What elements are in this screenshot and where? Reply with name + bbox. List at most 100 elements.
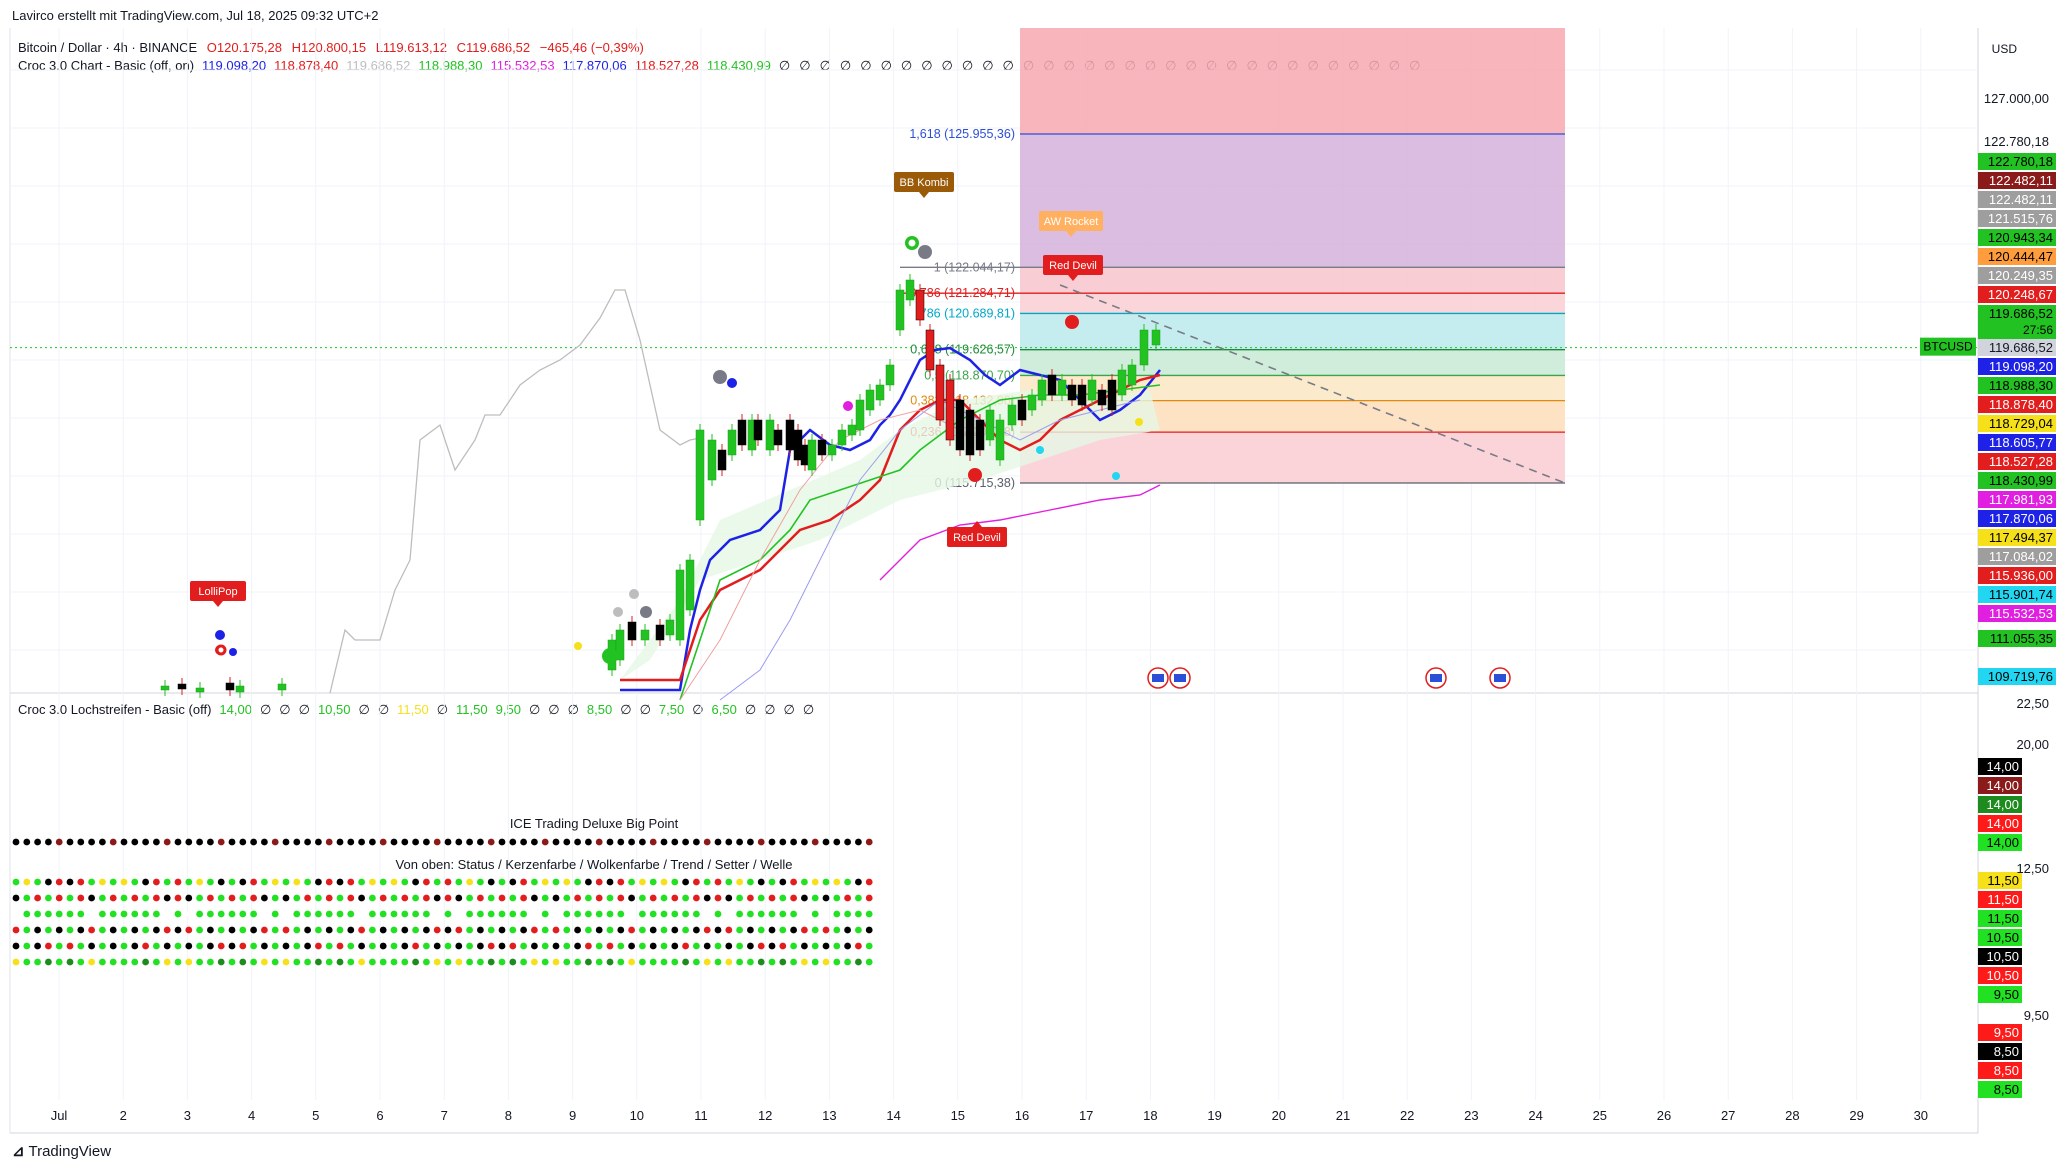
strip-dot xyxy=(703,942,711,950)
strip-dot xyxy=(520,910,527,918)
strip-dot xyxy=(153,926,160,934)
time-axis-tick: 11 xyxy=(694,1108,708,1123)
strip-dot xyxy=(34,878,41,886)
strip-dot xyxy=(822,910,830,918)
strip-dot xyxy=(477,910,484,918)
currency-label[interactable]: USD xyxy=(1991,42,2017,56)
strip-dot xyxy=(99,878,106,886)
strip-dot xyxy=(55,910,63,918)
strip-dot xyxy=(801,910,808,918)
strip-dot xyxy=(768,878,776,886)
strip-dot xyxy=(282,894,290,902)
strip-dot xyxy=(757,878,765,886)
candle xyxy=(753,419,763,441)
strip-dot xyxy=(174,894,182,902)
signal-dot xyxy=(1112,472,1120,480)
fib-level-label: 0,786 (121.284,71) xyxy=(909,286,1015,300)
strip-dot xyxy=(239,878,247,886)
strip-dot xyxy=(55,958,63,966)
strip-dot xyxy=(855,838,862,846)
strip-dot xyxy=(563,958,571,966)
price-scale-box: 118.527,28 xyxy=(1978,453,2056,470)
lower-scale-box: 10,50 xyxy=(1978,967,2022,984)
indicator2-legend[interactable]: Croc 3.0 Lochstreifen - Basic (off) 14,00… xyxy=(18,702,822,718)
strip-dot xyxy=(347,942,355,950)
price-scale-box: 122.780,18 xyxy=(1978,153,2056,170)
strip-dot xyxy=(477,894,484,902)
strip-dot xyxy=(293,926,301,934)
strip-dot xyxy=(336,926,344,934)
strip-dot xyxy=(811,958,819,966)
strip-dot xyxy=(336,958,344,966)
empty-value-icon: ∅ xyxy=(900,58,913,73)
strip-dot xyxy=(455,958,463,966)
empty-value-icon: ∅ xyxy=(921,58,933,73)
strip-dot xyxy=(142,910,150,918)
indicator-value: ∅ xyxy=(377,702,390,717)
strip-dot xyxy=(520,894,527,902)
strip-dot xyxy=(855,894,862,902)
strip-dot xyxy=(77,838,85,846)
strip-dot xyxy=(239,942,247,950)
strip-dot xyxy=(801,926,808,934)
strip-dot xyxy=(531,910,538,918)
strip-dot xyxy=(639,910,646,918)
strip-dot xyxy=(649,926,657,934)
signal-dot xyxy=(1036,446,1044,454)
strip-dot xyxy=(498,910,506,918)
strip-dot xyxy=(444,878,452,886)
strip-dot xyxy=(736,838,743,846)
indicator1-legend[interactable]: Croc 3.0 Chart - Basic (off, on) 119.098,… xyxy=(18,58,1429,74)
strip-dot xyxy=(66,942,74,950)
price-scale-box: 118.430,99 xyxy=(1978,472,2056,489)
strip-dot xyxy=(207,910,214,918)
strip-dot xyxy=(88,926,95,934)
strip-dot xyxy=(725,838,733,846)
strip-dot xyxy=(325,894,333,902)
strip-dot xyxy=(703,910,711,918)
strip-dot xyxy=(520,942,527,950)
lower-axis-label: 20,00 xyxy=(2016,737,2049,752)
strip-dot xyxy=(131,910,139,918)
lower-scale-box: 10,50 xyxy=(1978,948,2022,965)
strip-dot xyxy=(293,878,301,886)
strip-dot xyxy=(649,894,657,902)
strip-dot xyxy=(423,894,430,902)
candle xyxy=(945,379,955,441)
pink-line xyxy=(679,409,961,701)
strip-dot xyxy=(865,878,873,886)
strip-dot xyxy=(844,926,851,934)
strip-dot xyxy=(196,894,204,902)
strip-dot xyxy=(865,838,873,846)
strip-dot xyxy=(77,958,85,966)
strip-dot xyxy=(261,894,268,902)
empty-value-icon: ∅ xyxy=(819,58,831,73)
tradingview-logo[interactable]: ⊿ TradingView xyxy=(12,1142,111,1160)
strip-dot xyxy=(801,838,808,846)
strip-dot xyxy=(12,926,20,934)
strip-dot xyxy=(369,838,376,846)
strip-dot xyxy=(563,838,571,846)
price-axis-label: 127.000,00 xyxy=(1983,91,2049,106)
empty-value-icon: ∅ xyxy=(880,58,892,73)
strip-dot xyxy=(77,926,85,934)
strip-dot xyxy=(315,958,322,966)
strip-dot xyxy=(833,838,841,846)
strip-dot xyxy=(99,942,106,950)
strip-dot xyxy=(304,838,311,846)
strip-dot xyxy=(163,958,171,966)
strip-dot xyxy=(703,894,711,902)
candle xyxy=(177,683,187,690)
strip-dot xyxy=(77,878,85,886)
strip-dot xyxy=(725,894,733,902)
strip-dot xyxy=(315,910,322,918)
time-axis-tick: 12 xyxy=(757,1108,773,1123)
strip-dot xyxy=(315,942,322,950)
candle xyxy=(717,449,727,471)
strip-dot xyxy=(725,926,733,934)
indicator-value: ∅ xyxy=(764,702,776,717)
strip-dot xyxy=(282,910,290,918)
strip-dot xyxy=(693,910,700,918)
brand-name: TradingView xyxy=(28,1143,112,1160)
